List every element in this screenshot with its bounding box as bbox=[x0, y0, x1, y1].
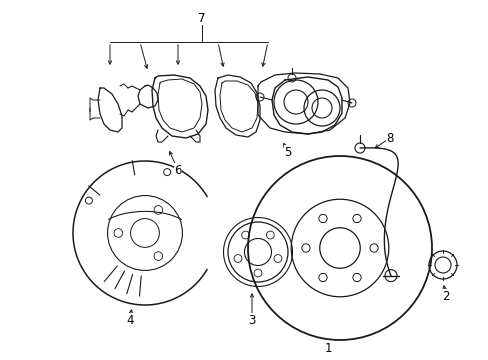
Text: 1: 1 bbox=[324, 342, 331, 355]
Text: 7: 7 bbox=[198, 12, 205, 24]
Text: 8: 8 bbox=[386, 131, 393, 144]
Text: 3: 3 bbox=[248, 314, 255, 327]
Text: 2: 2 bbox=[441, 289, 449, 302]
Text: 4: 4 bbox=[126, 314, 134, 327]
Text: 6: 6 bbox=[174, 163, 182, 176]
Text: 5: 5 bbox=[284, 145, 291, 158]
